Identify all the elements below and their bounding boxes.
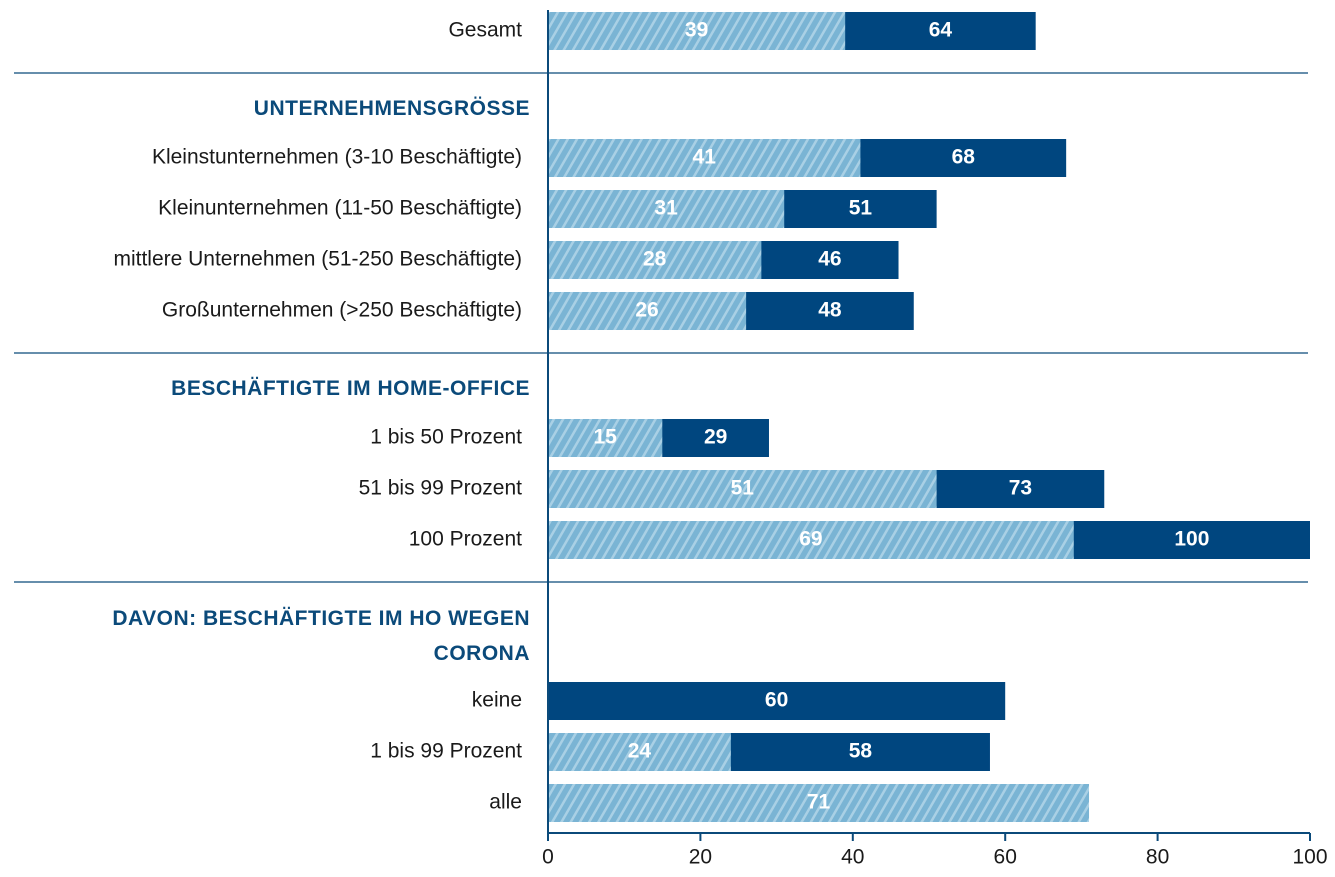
group-heading-text: BESCHÄFTIGTE IM HOME-OFFICE bbox=[171, 376, 530, 400]
value-label: 48 bbox=[818, 299, 842, 322]
category-label: 51 bis 99 Prozent bbox=[359, 477, 523, 500]
group-heading-text: UNTERNEHMENSGRÖSSE bbox=[253, 96, 530, 120]
value-label: 68 bbox=[952, 146, 976, 169]
bar-light bbox=[548, 241, 762, 279]
value-label: 60 bbox=[765, 689, 788, 712]
category-label: 1 bis 99 Prozent bbox=[370, 740, 522, 763]
group-heading: DAVON: BESCHÄFTIGTE IM HO WEGEN CORONA bbox=[112, 607, 530, 665]
category-label: 1 bis 50 Prozent bbox=[370, 426, 522, 449]
value-label: 46 bbox=[818, 248, 841, 271]
x-tick-label: 60 bbox=[994, 846, 1017, 869]
x-tick-label: 80 bbox=[1146, 846, 1169, 869]
bar-light bbox=[548, 521, 1074, 559]
category-label: 100 Prozent bbox=[409, 528, 522, 551]
value-label: 69 bbox=[799, 528, 822, 551]
bar-light bbox=[548, 190, 785, 228]
group-heading-text: DAVON: BESCHÄFTIGTE IM HO WEGEN CORONA bbox=[112, 607, 530, 665]
x-tick-label: 20 bbox=[689, 846, 712, 869]
bar-light bbox=[548, 733, 731, 771]
x-tick-label: 100 bbox=[1292, 846, 1327, 869]
value-label: 64 bbox=[929, 19, 953, 42]
value-label: 26 bbox=[635, 299, 658, 322]
bar-light bbox=[548, 139, 861, 177]
bar-dark bbox=[548, 682, 1006, 720]
value-label: 73 bbox=[1009, 477, 1032, 500]
value-label: 15 bbox=[593, 426, 617, 449]
category-label: Kleinstunternehmen (3-10 Beschäftigte) bbox=[152, 146, 522, 169]
bar-light bbox=[548, 292, 747, 330]
bar-light bbox=[548, 12, 846, 50]
value-label: 51 bbox=[731, 477, 755, 500]
value-label: 29 bbox=[704, 426, 727, 449]
group-heading: BESCHÄFTIGTE IM HOME-OFFICE bbox=[171, 376, 530, 400]
value-label: 31 bbox=[654, 197, 678, 220]
x-tick-label: 0 bbox=[542, 846, 554, 869]
value-label: 51 bbox=[849, 197, 873, 220]
category-label: mittlere Unternehmen (51-250 Beschäftigt… bbox=[113, 248, 522, 271]
value-label: 58 bbox=[849, 740, 873, 763]
category-label: Großunternehmen (>250 Beschäftigte) bbox=[162, 299, 522, 322]
bar-light bbox=[548, 470, 937, 508]
group-heading: UNTERNEHMENSGRÖSSE bbox=[253, 96, 530, 120]
value-label: 28 bbox=[643, 248, 667, 271]
bar-light bbox=[548, 784, 1090, 822]
category-label: Kleinunternehmen (11-50 Beschäftigte) bbox=[158, 197, 522, 220]
value-label: 39 bbox=[685, 19, 708, 42]
value-label: 41 bbox=[693, 146, 717, 169]
value-label: 71 bbox=[807, 791, 831, 814]
bar-light bbox=[548, 419, 663, 457]
category-label: keine bbox=[472, 689, 522, 712]
category-label: Gesamt bbox=[448, 19, 522, 42]
value-label: 24 bbox=[628, 740, 652, 763]
category-label: alle bbox=[489, 791, 522, 814]
value-label: 100 bbox=[1174, 528, 1209, 551]
x-tick-label: 40 bbox=[841, 846, 864, 869]
